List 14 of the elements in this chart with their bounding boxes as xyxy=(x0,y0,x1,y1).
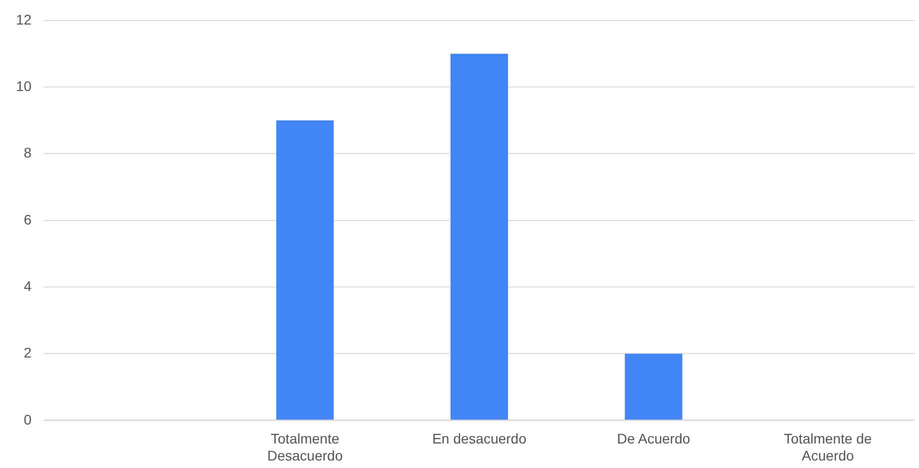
x-tick-label: De Acuerdo xyxy=(616,430,690,447)
y-tick-label: 0 xyxy=(24,411,32,428)
x-tick-label: En desacuerdo xyxy=(432,430,527,447)
bar xyxy=(276,120,334,420)
y-tick-label: 8 xyxy=(24,144,32,161)
bar xyxy=(624,354,682,420)
y-tick-label: 10 xyxy=(16,78,32,94)
x-tick-label: Totalmente de Acuerdo xyxy=(784,430,872,464)
y-tick-label: 6 xyxy=(24,211,32,228)
y-tick-label: 12 xyxy=(16,11,32,28)
y-tick-label: 2 xyxy=(24,344,32,361)
y-tick-label: 4 xyxy=(24,278,32,294)
bar xyxy=(450,54,508,420)
x-tick-label: Totalmente Desacuerdo xyxy=(267,430,343,464)
